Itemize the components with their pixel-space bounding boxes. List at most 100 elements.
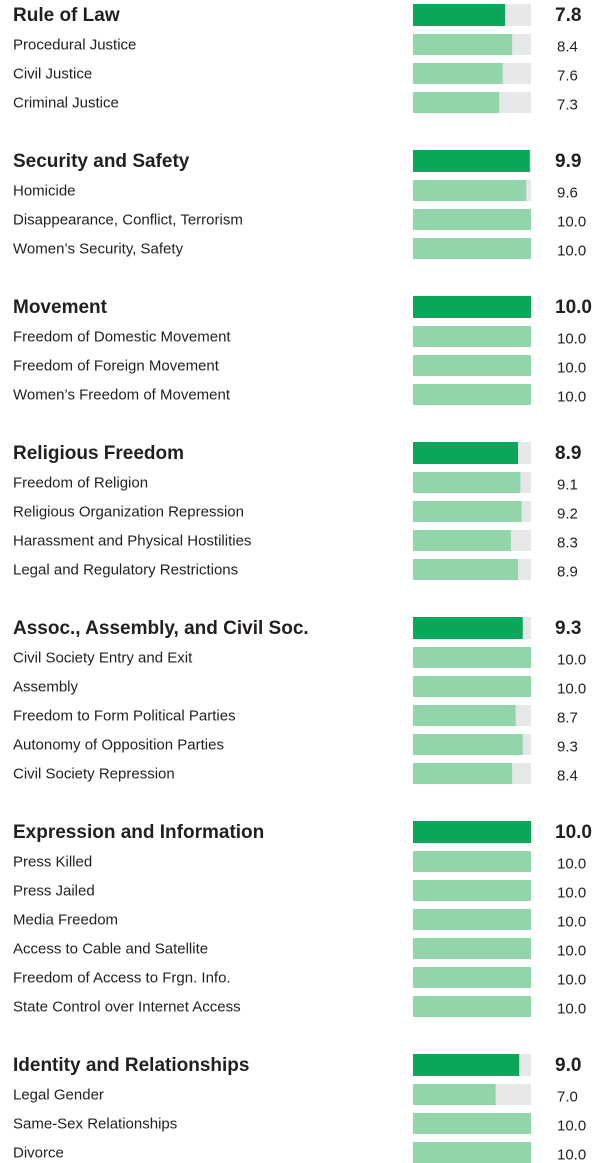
item-score: 8.9 bbox=[557, 563, 578, 580]
bar bbox=[413, 647, 531, 668]
item-score: 7.3 bbox=[557, 96, 578, 113]
item-label: Freedom of Religion bbox=[13, 474, 148, 491]
bar bbox=[413, 763, 513, 784]
item-label: Civil Justice bbox=[13, 65, 92, 82]
group-label: Assoc., Assembly, and Civil Soc. bbox=[13, 618, 309, 639]
item-score: 10.0 bbox=[557, 1117, 586, 1134]
group-label: Expression and Information bbox=[13, 822, 264, 843]
item-label: Homicide bbox=[13, 182, 76, 199]
item-score: 8.3 bbox=[557, 534, 578, 551]
group-score: 8.9 bbox=[555, 443, 581, 464]
bar bbox=[413, 384, 531, 405]
item-score: 10.0 bbox=[557, 213, 586, 230]
bar bbox=[413, 355, 531, 376]
bar bbox=[413, 326, 531, 347]
item-label: Harassment and Physical Hostilities bbox=[13, 532, 251, 549]
item-label: Women’s Security, Safety bbox=[13, 240, 184, 257]
item-score: 10.0 bbox=[557, 680, 586, 697]
bar bbox=[413, 238, 531, 259]
bar bbox=[413, 617, 523, 639]
bar bbox=[413, 63, 503, 84]
item-label: State Control over Internet Access bbox=[13, 998, 241, 1015]
bar bbox=[413, 851, 531, 872]
group-score: 10.0 bbox=[555, 297, 592, 318]
item-label: Civil Society Repression bbox=[13, 765, 175, 782]
item-label: Assembly bbox=[13, 678, 79, 695]
bar bbox=[413, 1142, 531, 1163]
item-score: 10.0 bbox=[557, 971, 586, 988]
bar bbox=[413, 472, 521, 493]
item-label: Freedom to Form Political Parties bbox=[13, 707, 236, 724]
item-label: Divorce bbox=[13, 1144, 64, 1161]
bar bbox=[413, 150, 530, 172]
item-score: 7.6 bbox=[557, 67, 578, 84]
item-score: 10.0 bbox=[557, 330, 586, 347]
item-label: Autonomy of Opposition Parties bbox=[13, 736, 224, 753]
item-score: 8.4 bbox=[557, 38, 578, 55]
bar bbox=[413, 180, 527, 201]
item-label: Legal Gender bbox=[13, 1086, 104, 1103]
item-score: 10.0 bbox=[557, 884, 586, 901]
group-score: 9.9 bbox=[555, 151, 581, 172]
item-score: 9.1 bbox=[557, 476, 578, 493]
bar bbox=[413, 880, 531, 901]
item-score: 10.0 bbox=[557, 651, 586, 668]
item-label: Press Jailed bbox=[13, 882, 95, 899]
item-score: 10.0 bbox=[557, 242, 586, 259]
bar bbox=[413, 1113, 531, 1134]
item-label: Media Freedom bbox=[13, 911, 118, 928]
item-label: Freedom of Domestic Movement bbox=[13, 328, 231, 345]
item-score: 8.4 bbox=[557, 767, 578, 784]
item-label: Procedural Justice bbox=[13, 36, 136, 53]
item-score: 10.0 bbox=[557, 942, 586, 959]
bar bbox=[413, 501, 522, 522]
item-label: Disappearance, Conflict, Terrorism bbox=[13, 211, 243, 228]
bar bbox=[413, 996, 531, 1017]
item-label: Civil Society Entry and Exit bbox=[13, 649, 193, 666]
item-score: 9.6 bbox=[557, 184, 578, 201]
group-label: Religious Freedom bbox=[13, 443, 184, 464]
item-label: Access to Cable and Satellite bbox=[13, 940, 208, 957]
bar bbox=[413, 909, 531, 930]
bar bbox=[413, 34, 513, 55]
bar bbox=[413, 4, 506, 26]
bar bbox=[413, 734, 523, 755]
item-score: 8.7 bbox=[557, 709, 578, 726]
item-score: 10.0 bbox=[557, 1146, 586, 1163]
bar bbox=[413, 559, 519, 580]
bar bbox=[413, 92, 500, 113]
bar bbox=[413, 1084, 496, 1105]
bar bbox=[413, 676, 531, 697]
bar bbox=[413, 967, 531, 988]
item-score: 10.0 bbox=[557, 388, 586, 405]
group-score: 10.0 bbox=[555, 822, 592, 843]
bar bbox=[413, 1054, 520, 1076]
bar bbox=[413, 530, 511, 551]
item-label: Women’s Freedom of Movement bbox=[13, 386, 231, 403]
item-label: Freedom of Access to Frgn. Info. bbox=[13, 969, 231, 986]
item-score: 10.0 bbox=[557, 359, 586, 376]
group-label: Identity and Relationships bbox=[13, 1055, 249, 1076]
item-label: Freedom of Foreign Movement bbox=[13, 357, 220, 374]
group-score: 7.8 bbox=[555, 5, 581, 26]
group-score: 9.0 bbox=[555, 1055, 581, 1076]
group-label: Security and Safety bbox=[13, 151, 190, 172]
item-score: 7.0 bbox=[557, 1088, 578, 1105]
item-score: 9.2 bbox=[557, 505, 578, 522]
item-score: 10.0 bbox=[557, 913, 586, 930]
group-label: Movement bbox=[13, 297, 108, 318]
item-label: Legal and Regulatory Restrictions bbox=[13, 561, 238, 578]
item-score: 10.0 bbox=[557, 855, 586, 872]
group-label: Rule of Law bbox=[13, 5, 120, 26]
item-score: 10.0 bbox=[557, 1000, 586, 1017]
bar bbox=[413, 821, 531, 843]
bar bbox=[413, 938, 531, 959]
item-label: Press Killed bbox=[13, 853, 92, 870]
item-label: Criminal Justice bbox=[13, 94, 119, 111]
bar bbox=[413, 296, 531, 318]
group-score: 9.3 bbox=[555, 618, 581, 639]
bar bbox=[413, 442, 519, 464]
item-score: 9.3 bbox=[557, 738, 578, 755]
bar bbox=[413, 705, 516, 726]
